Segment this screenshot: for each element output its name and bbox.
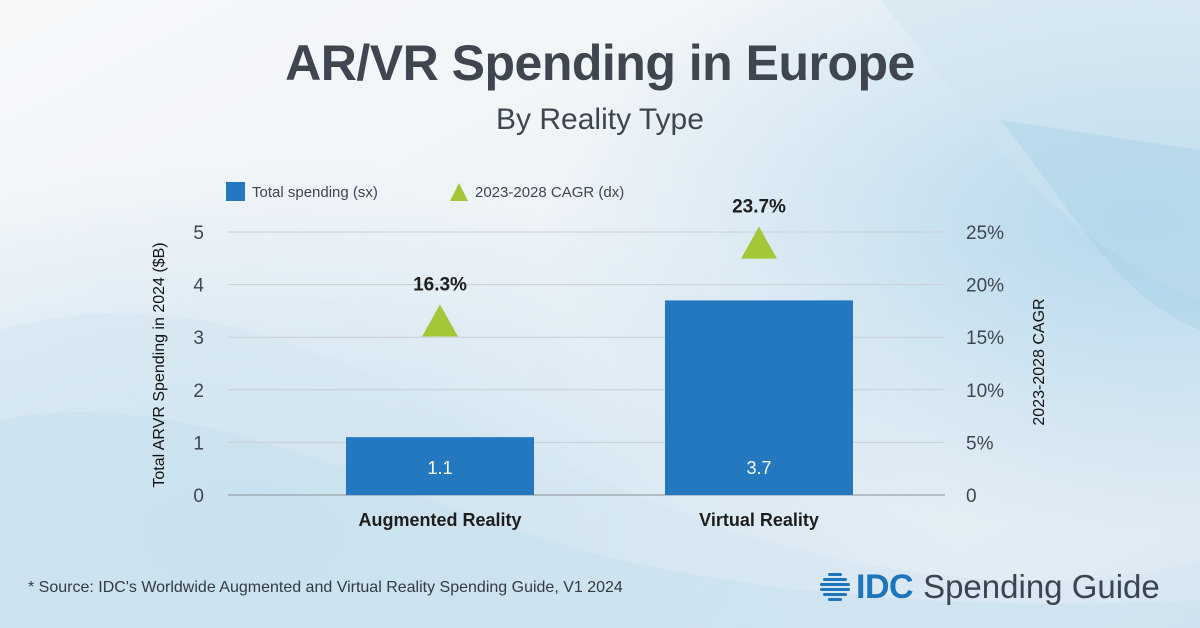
chart-subtitle: By Reality Type bbox=[496, 103, 704, 136]
y-tick-label-left: 0 bbox=[193, 486, 204, 507]
y-tick-label-left: 1 bbox=[193, 433, 204, 454]
y-tick-label-left: 2 bbox=[193, 381, 204, 402]
cagr-marker bbox=[741, 226, 777, 259]
y-tick-label-right: 25% bbox=[966, 223, 1004, 244]
brand-logo: IDC Spending Guide bbox=[818, 565, 1160, 609]
legend-swatch-cagr bbox=[450, 183, 468, 201]
legend-swatch-total-spending bbox=[226, 182, 245, 201]
cagr-marker bbox=[422, 304, 458, 337]
y-tick-label-right: 5% bbox=[966, 433, 994, 454]
bar bbox=[665, 300, 853, 495]
y-tick-label-left: 3 bbox=[193, 328, 204, 349]
y-tick-label-right: 0 bbox=[966, 486, 977, 507]
source-note: * Source: IDC's Worldwide Augmented and … bbox=[28, 579, 623, 596]
y-axis-right-label: 2023-2028 CAGR bbox=[1031, 298, 1048, 425]
legend-label-cagr: 2023-2028 CAGR (dx) bbox=[475, 184, 624, 201]
y-tick-label-right: 10% bbox=[966, 381, 1004, 402]
bar-value-label: 1.1 bbox=[427, 458, 452, 478]
chart-title: AR/VR Spending in Europe bbox=[285, 35, 915, 91]
cagr-value-label: 16.3% bbox=[413, 275, 467, 296]
y-tick-label-left: 4 bbox=[193, 276, 204, 297]
y-axis-left-label: Total ARVR Spending in 2024 ($B) bbox=[151, 242, 168, 487]
y-tick-label-right: 15% bbox=[966, 328, 1004, 349]
y-tick-label-right: 20% bbox=[966, 276, 1004, 297]
cagr-value-label: 23.7% bbox=[732, 197, 786, 218]
legend-label-total-spending: Total spending (sx) bbox=[252, 184, 378, 201]
cagr-markers: 16.3% 23.7% bbox=[413, 197, 786, 337]
right-axis-ticks: 0 5% 10% 15% 20% 25% bbox=[966, 223, 1004, 507]
category-label: Augmented Reality bbox=[358, 510, 521, 530]
category-label: Virtual Reality bbox=[699, 510, 819, 530]
idc-globe-icon bbox=[820, 573, 850, 601]
y-tick-label-left: 5 bbox=[193, 223, 204, 244]
bars: 1.1 3.7 bbox=[346, 300, 853, 495]
bar bbox=[346, 437, 534, 495]
legend: Total spending (sx) 2023-2028 CAGR (dx) bbox=[226, 182, 624, 201]
brand-product: Spending Guide bbox=[923, 568, 1160, 605]
left-axis-ticks: 0 1 2 3 4 5 bbox=[193, 223, 204, 507]
category-labels: Augmented Reality Virtual Reality bbox=[358, 510, 818, 530]
bar-value-label: 3.7 bbox=[746, 458, 771, 478]
brand-name: IDC bbox=[856, 567, 914, 606]
